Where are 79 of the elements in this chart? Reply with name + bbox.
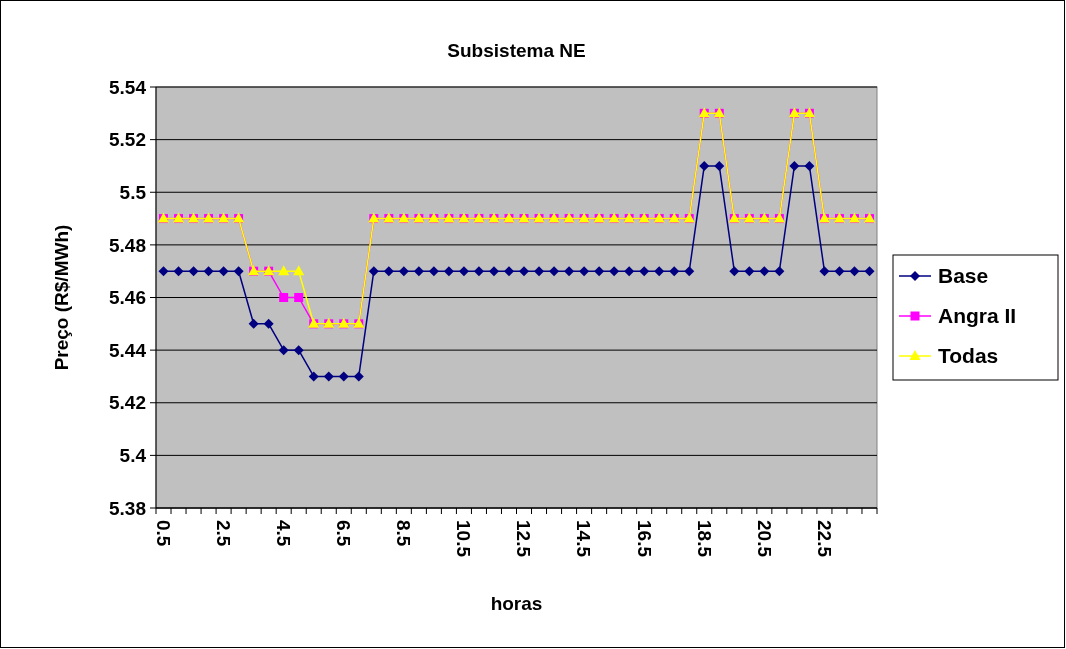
point (308, 371, 319, 382)
x-tick-label: 8.5 (393, 520, 415, 547)
point (549, 266, 560, 277)
y-tick-label: 5.52 (109, 129, 146, 151)
point (714, 160, 725, 171)
point (278, 345, 289, 356)
x-tick-label: 22.5 (813, 520, 835, 558)
point (158, 266, 169, 277)
x-axis-title: horas (490, 593, 543, 614)
point (789, 160, 800, 171)
point (263, 318, 274, 329)
point (278, 265, 290, 276)
point (609, 266, 620, 277)
point (383, 266, 394, 277)
point (473, 266, 484, 277)
point (458, 266, 469, 277)
point (654, 266, 665, 277)
point (413, 266, 424, 277)
point (293, 345, 304, 356)
x-tick-label: 10.5 (453, 520, 475, 558)
point (428, 266, 439, 277)
legend-label: Angra II (938, 304, 1017, 328)
point (774, 266, 785, 277)
point (233, 266, 244, 277)
point (684, 266, 695, 277)
point (819, 266, 830, 277)
point (398, 266, 409, 277)
point (669, 266, 680, 277)
chart-title: Subsistema NE (447, 40, 586, 61)
point (834, 266, 845, 277)
point (368, 266, 379, 277)
y-axis-title: Preço (R$/MWh) (51, 224, 72, 371)
point (173, 266, 184, 277)
point (218, 266, 229, 277)
point (248, 318, 259, 329)
point (188, 266, 199, 277)
point (804, 160, 815, 171)
y-tick-label: 5.54 (109, 76, 147, 98)
y-tick-label: 5.44 (109, 339, 147, 361)
y-tick-label: 5.38 (109, 497, 146, 519)
point (293, 265, 305, 276)
x-tick-label: 20.5 (753, 520, 775, 558)
point (639, 266, 650, 277)
y-tick-label: 5.5 (119, 181, 147, 203)
y-tick-label: 5.42 (109, 392, 146, 414)
legend-label: Todas (938, 344, 999, 368)
point (624, 266, 635, 277)
point (729, 266, 740, 277)
point (519, 266, 530, 277)
point (279, 293, 289, 302)
point (849, 266, 860, 277)
y-tick-label: 5.4 (119, 445, 147, 467)
point (294, 293, 304, 302)
legend-label: Base (938, 264, 989, 288)
point (759, 266, 770, 277)
x-tick-label: 0.5 (152, 520, 174, 547)
point (699, 160, 710, 171)
x-tick-label: 4.5 (273, 520, 295, 547)
point (338, 371, 349, 382)
x-tick-label: 12.5 (513, 520, 535, 558)
x-tick-label: 18.5 (693, 520, 715, 558)
point (488, 266, 499, 277)
point (594, 266, 605, 277)
point (443, 266, 454, 277)
point (323, 371, 334, 382)
y-tick-label: 5.46 (109, 287, 146, 309)
x-tick-label: 2.5 (212, 520, 234, 547)
point (864, 266, 875, 277)
x-tick-label: 14.5 (573, 520, 595, 558)
point (579, 266, 590, 277)
point (503, 266, 514, 277)
point (564, 266, 575, 277)
x-tick-label: 6.5 (333, 520, 355, 547)
point (534, 266, 545, 277)
point (203, 266, 214, 277)
y-tick-label: 5.48 (109, 234, 146, 256)
point (744, 266, 755, 277)
x-tick-label: 16.5 (633, 520, 655, 558)
point (353, 371, 364, 382)
